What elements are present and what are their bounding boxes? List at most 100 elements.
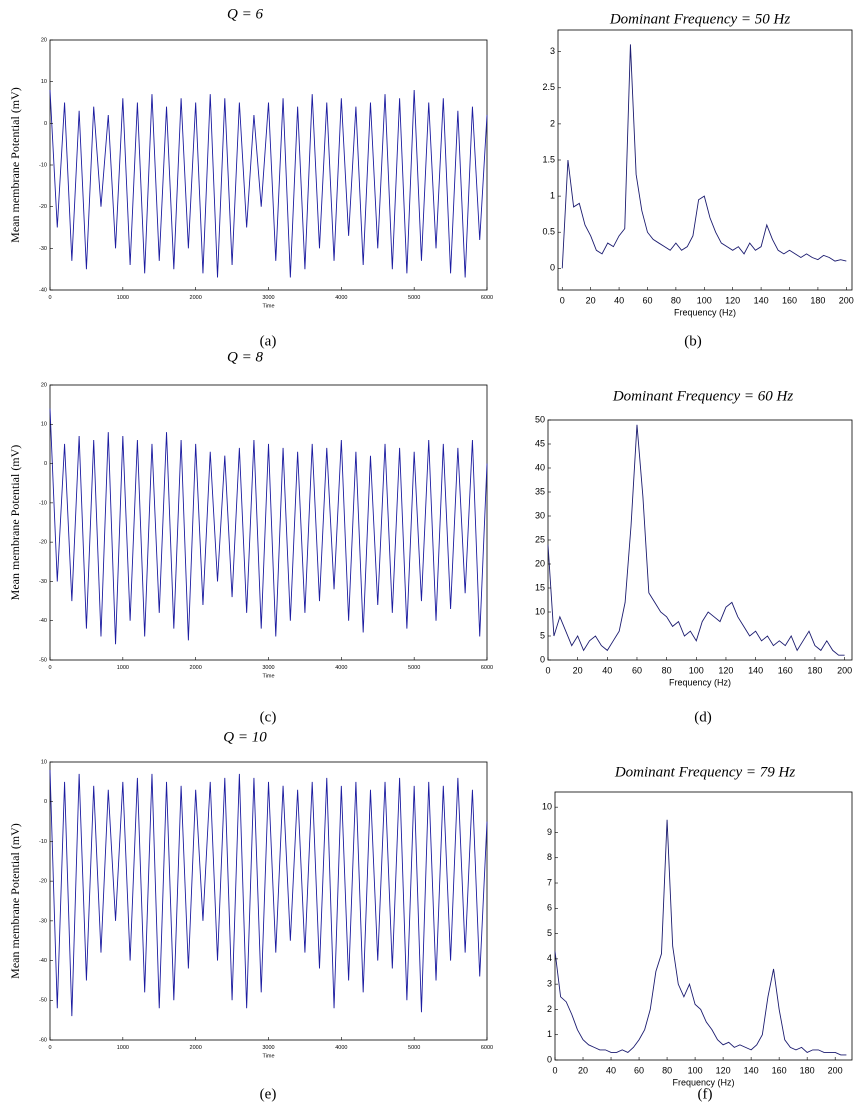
y-tick-label: 6	[547, 903, 552, 913]
x-tick-label: 200	[837, 665, 852, 675]
x-axis-label: Frequency (Hz)	[669, 677, 731, 687]
x-tick-label: 3000	[262, 1045, 274, 1051]
x-tick-label: 120	[716, 1065, 731, 1075]
y-tick-label: 20	[41, 382, 47, 388]
x-tick-label: 0	[48, 295, 51, 301]
x-axis-label: Frequency (Hz)	[672, 1077, 734, 1087]
x-tick-label: 5000	[408, 295, 420, 301]
x-tick-label: 60	[642, 295, 652, 305]
y-tick-label: 9	[547, 827, 552, 837]
y-tick-label: -40	[39, 287, 47, 293]
x-tick-label: 20	[578, 1065, 588, 1075]
chart: -50 -40 -30 -20 -10 0 10 20 0 1000 2000 3000 4000 500…	[8, 349, 493, 725]
x-tick-label: 4000	[335, 1045, 347, 1051]
chart-title: Q = 10	[223, 729, 267, 745]
data-line	[554, 819, 847, 1056]
data-line	[547, 424, 845, 656]
x-axis-label: Time	[262, 1053, 274, 1059]
x-tick-label: 180	[810, 295, 825, 305]
data-line	[561, 44, 847, 269]
chart-title: Q = 6	[227, 6, 263, 22]
x-tick-label: 2000	[190, 295, 202, 301]
x-tick-label: 6000	[481, 665, 493, 671]
y-tick-label: -50	[39, 657, 47, 663]
x-tick-label: 0	[560, 295, 565, 305]
x-tick-label: 160	[772, 1065, 787, 1075]
y-tick-label: 5	[547, 928, 552, 938]
y-tick-label: -60	[39, 1037, 47, 1043]
y-tick-label: 1.5	[542, 154, 555, 164]
y-tick-label: 8	[547, 852, 552, 862]
chart: -60 -50 -40 -30 -20 -10 0 10 0 1000 2000 3000 4000 50…	[8, 729, 493, 1102]
chart-title: Dominant Frequency = 50 Hz	[609, 11, 791, 27]
y-tick-label: 0	[540, 654, 545, 664]
x-tick-label: 200	[828, 1065, 843, 1075]
chart-title: Q = 8	[227, 349, 263, 365]
y-tick-label: 2	[550, 118, 555, 128]
y-tick-label: -10	[39, 839, 47, 845]
x-tick-label: 120	[718, 665, 733, 675]
caption: (d)	[694, 709, 712, 725]
y-tick-label: 3	[547, 979, 552, 989]
x-tick-label: 0	[48, 1045, 51, 1051]
y-tick-label: 25	[535, 534, 545, 544]
plot-frame	[554, 791, 853, 1061]
x-tick-label: 3000	[262, 295, 274, 301]
y-tick-label: 10	[41, 422, 47, 428]
y-tick-label: 10	[535, 606, 545, 616]
y-tick-label: 1	[547, 1029, 552, 1039]
x-tick-label: 1000	[117, 665, 129, 671]
caption: (e)	[260, 1086, 277, 1102]
x-tick-label: 80	[662, 1065, 672, 1075]
caption: (c)	[260, 709, 277, 725]
caption: (b)	[684, 333, 702, 349]
x-tick-label: 180	[800, 1065, 815, 1075]
x-tick-label: 3000	[262, 665, 274, 671]
x-tick-label: 180	[807, 665, 822, 675]
x-tick-label: 6000	[481, 295, 493, 301]
y-tick-label: 10	[542, 802, 552, 812]
y-tick-label: 35	[535, 486, 545, 496]
data-line	[49, 89, 488, 278]
y-tick-label: 1	[550, 190, 555, 200]
x-tick-label: 60	[632, 665, 642, 675]
y-tick-label: -30	[39, 918, 47, 924]
y-tick-label: 20	[41, 37, 47, 43]
y-tick-label: 4	[547, 953, 552, 963]
x-axis-label: Time	[262, 303, 274, 309]
y-tick-label: 0	[547, 1054, 552, 1064]
y-tick-label: 0	[44, 121, 47, 127]
x-tick-label: 100	[689, 665, 704, 675]
plot-frame	[547, 419, 853, 661]
y-tick-label: -30	[39, 579, 47, 585]
x-tick-label: 160	[778, 665, 793, 675]
data-line	[49, 769, 488, 1017]
y-tick-label: -30	[39, 246, 47, 252]
y-tick-label: 0	[44, 461, 47, 467]
y-tick-label: 0	[44, 799, 47, 805]
x-tick-label: 160	[782, 295, 797, 305]
x-tick-label: 4000	[335, 665, 347, 671]
plot-frame	[49, 761, 488, 1041]
x-tick-label: 60	[634, 1065, 644, 1075]
y-tick-label: 2	[547, 1004, 552, 1014]
y-tick-label: 0.5	[542, 227, 555, 237]
x-tick-label: 40	[602, 665, 612, 675]
x-tick-label: 80	[671, 295, 681, 305]
plot-frame	[49, 39, 488, 291]
plot-frame	[557, 29, 853, 291]
x-axis-label: Time	[262, 673, 274, 679]
y-tick-label: 3	[550, 46, 555, 56]
y-tick-label: 20	[535, 558, 545, 568]
x-tick-label: 2000	[190, 1045, 202, 1051]
data-line	[49, 408, 488, 645]
y-tick-label: 45	[535, 438, 545, 448]
y-tick-label: 7	[547, 877, 552, 887]
y-tick-label: 50	[535, 414, 545, 424]
y-tick-label: -20	[39, 204, 47, 210]
y-tick-label: 15	[535, 582, 545, 592]
x-axis-label: Frequency (Hz)	[674, 307, 736, 317]
y-tick-label: -50	[39, 998, 47, 1004]
x-tick-label: 140	[748, 665, 763, 675]
y-tick-label: -40	[39, 618, 47, 624]
